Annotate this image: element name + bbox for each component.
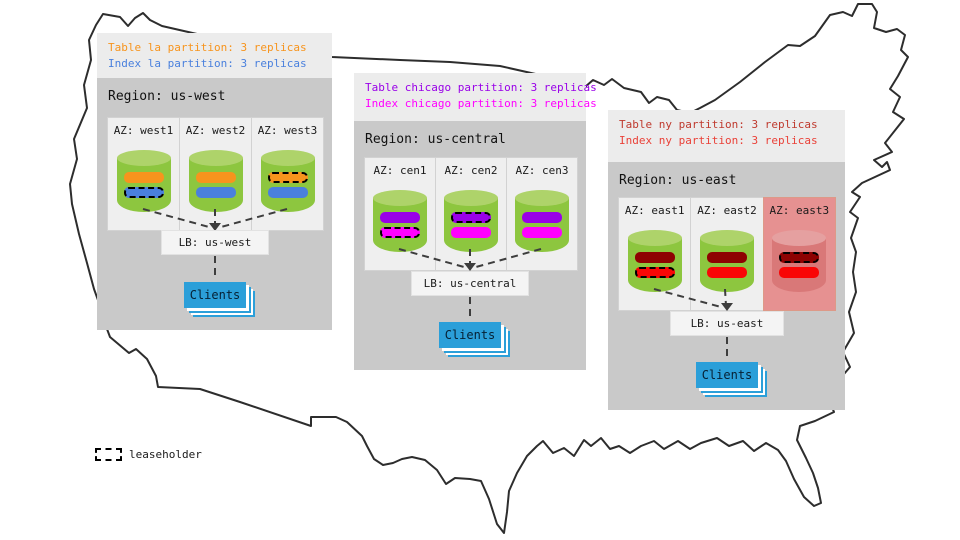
- cylinder-top: [515, 190, 569, 206]
- table-replica-bar: [779, 252, 820, 263]
- table-replica-bar: [634, 252, 675, 263]
- cylinder-top: [444, 190, 498, 206]
- clients-box-us-east: Clients: [696, 362, 758, 388]
- az-label: AZ: west1: [113, 124, 174, 137]
- index-replica-bar: [706, 267, 747, 278]
- index-replica-bar: [779, 267, 820, 278]
- database-cylinder-icon: [772, 230, 827, 292]
- cylinder-body: [627, 238, 682, 292]
- annotation-table-la: Table la partition: 3 replicas: [108, 41, 307, 54]
- database-cylinder-icon: [699, 230, 754, 292]
- az-east3-down: AZ: east3: [762, 197, 836, 311]
- index-replica-bar: [380, 227, 420, 238]
- database-cylinder-icon: [373, 190, 427, 252]
- table-replica-bar: [123, 172, 164, 183]
- cylinder-body: [116, 158, 171, 212]
- cylinder-top: [116, 150, 171, 166]
- annotation-index-la: Index la partition: 3 replicas: [108, 57, 307, 70]
- az-cen2: AZ: cen2: [435, 157, 507, 271]
- cylinder-body: [772, 238, 827, 292]
- database-cylinder-icon: [260, 150, 315, 212]
- database-cylinder-icon: [515, 190, 569, 252]
- region-us-central: Region: us-central AZ: cen1 AZ: cen2 AZ:…: [354, 121, 586, 370]
- clients-box-us-central: Clients: [439, 322, 501, 348]
- database-cylinder-icon: [627, 230, 682, 292]
- az-row-us-central: AZ: cen1 AZ: cen2 AZ: cen3: [364, 157, 578, 271]
- az-label: AZ: east1: [624, 204, 685, 217]
- index-replica-bar: [522, 227, 562, 238]
- az-label: AZ: cen3: [515, 164, 569, 177]
- annotation-index-chicago: Index chicago partition: 3 replicas: [365, 97, 597, 110]
- index-replica-bar: [123, 187, 164, 198]
- table-replica-bar: [706, 252, 747, 263]
- cylinder-body: [515, 198, 569, 252]
- database-cylinder-icon: [444, 190, 498, 252]
- cylinder-top: [772, 230, 827, 246]
- load-balancer-us-central: LB: us-central: [411, 271, 529, 296]
- cylinder-top: [627, 230, 682, 246]
- region-us-east: Region: us-east AZ: east1 AZ: east2 AZ: …: [608, 162, 845, 410]
- leaseholder-legend-label: leaseholder: [129, 448, 202, 461]
- az-label: AZ: east3: [769, 204, 830, 217]
- region-us-west: Region: us-west AZ: west1 AZ: west2 AZ: …: [97, 78, 332, 330]
- az-label: AZ: cen2: [444, 164, 498, 177]
- az-cen1: AZ: cen1: [364, 157, 436, 271]
- database-cylinder-icon: [116, 150, 171, 212]
- leaseholder-swatch-icon: [95, 448, 122, 461]
- region-title-us-west: Region: us-west: [108, 89, 226, 104]
- index-replica-bar: [634, 267, 675, 278]
- az-label: AZ: west3: [257, 124, 318, 137]
- annotation-table-ny: Table ny partition: 3 replicas: [619, 118, 818, 131]
- cylinder-body: [188, 158, 243, 212]
- region-title-us-central: Region: us-central: [365, 132, 506, 147]
- table-replica-bar: [522, 212, 562, 223]
- az-east2: AZ: east2: [690, 197, 764, 311]
- region-title-us-east: Region: us-east: [619, 173, 737, 188]
- cylinder-top: [373, 190, 427, 206]
- az-row-us-west: AZ: west1 AZ: west2 AZ: west3: [107, 117, 324, 231]
- az-cen3: AZ: cen3: [506, 157, 578, 271]
- cylinder-top: [260, 150, 315, 166]
- cylinder-top: [699, 230, 754, 246]
- index-replica-bar: [451, 227, 491, 238]
- index-replica-bar: [195, 187, 236, 198]
- table-replica-bar: [451, 212, 491, 223]
- annotation-us-west: Table la partition: 3 replicas Index la …: [97, 33, 332, 78]
- table-replica-bar: [195, 172, 236, 183]
- cylinder-top: [188, 150, 243, 166]
- annotation-us-central: Table chicago partition: 3 replicas Inde…: [354, 73, 597, 121]
- az-west3: AZ: west3: [251, 117, 324, 231]
- az-row-us-east: AZ: east1 AZ: east2 AZ: east3: [618, 197, 836, 311]
- az-west2: AZ: west2: [179, 117, 252, 231]
- az-west1: AZ: west1: [107, 117, 180, 231]
- table-replica-bar: [267, 172, 308, 183]
- load-balancer-us-east: LB: us-east: [670, 311, 784, 336]
- load-balancer-us-west: LB: us-west: [161, 230, 269, 255]
- table-replica-bar: [380, 212, 420, 223]
- annotation-index-ny: Index ny partition: 3 replicas: [619, 134, 818, 147]
- annotation-table-chicago: Table chicago partition: 3 replicas: [365, 81, 597, 94]
- az-label: AZ: cen1: [373, 164, 427, 177]
- az-label: AZ: east2: [697, 204, 757, 217]
- cylinder-body: [444, 198, 498, 252]
- cylinder-body: [373, 198, 427, 252]
- cylinder-body: [260, 158, 315, 212]
- az-label: AZ: west2: [185, 124, 246, 137]
- cylinder-body: [699, 238, 754, 292]
- leaseholder-legend: leaseholder: [95, 448, 202, 461]
- annotation-us-east: Table ny partition: 3 replicas Index ny …: [608, 110, 845, 162]
- az-east1: AZ: east1: [618, 197, 692, 311]
- index-replica-bar: [267, 187, 308, 198]
- clients-box-us-west: Clients: [184, 282, 246, 308]
- database-cylinder-icon: [188, 150, 243, 212]
